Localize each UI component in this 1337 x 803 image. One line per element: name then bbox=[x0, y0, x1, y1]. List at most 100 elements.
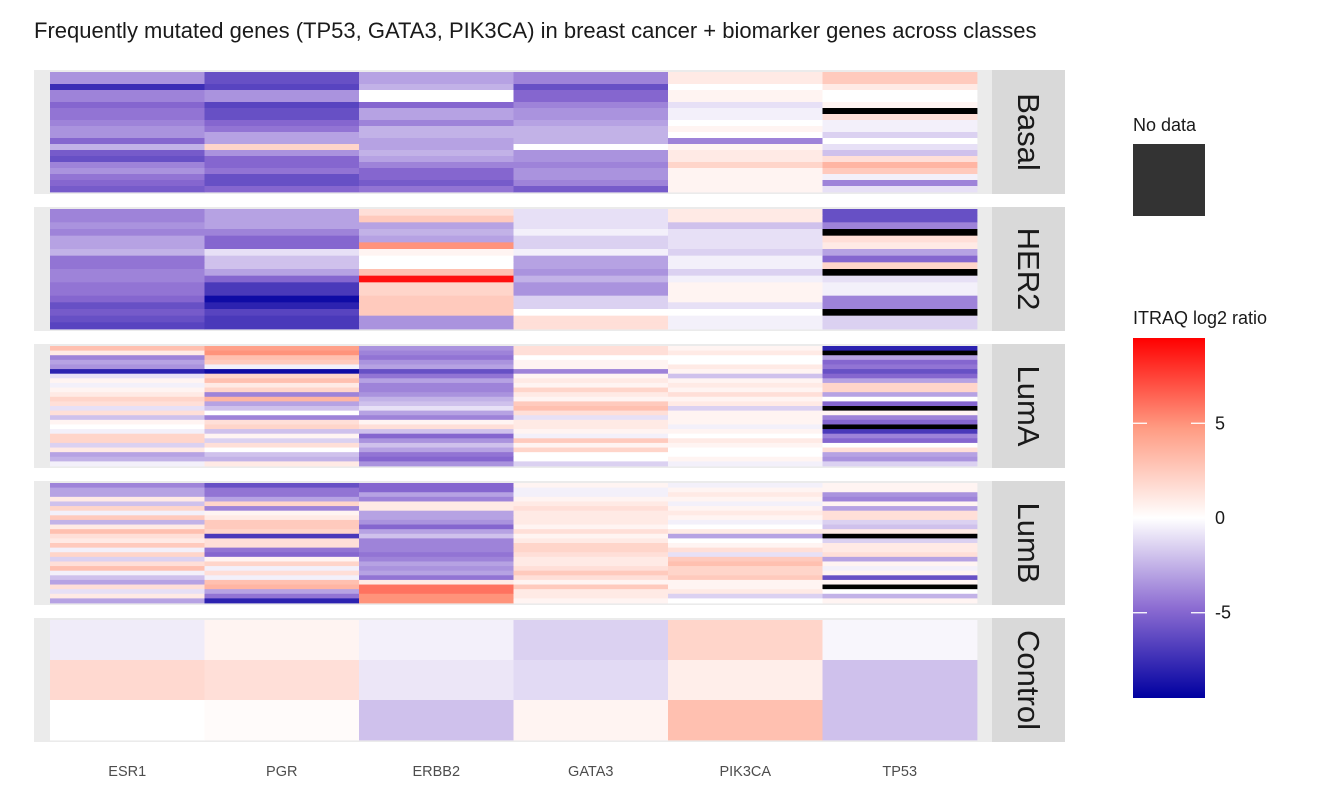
heatmap-cell bbox=[513, 269, 669, 277]
heatmap-cell bbox=[668, 579, 823, 585]
heatmap-cell bbox=[513, 392, 669, 398]
heatmap-cell bbox=[359, 392, 514, 398]
heatmap-cell bbox=[822, 496, 978, 502]
heatmap-cell bbox=[822, 579, 978, 585]
heatmap-cell bbox=[204, 433, 360, 439]
heatmap-cell bbox=[359, 579, 514, 585]
heatmap-cell bbox=[204, 496, 360, 502]
heatmap-cell bbox=[513, 150, 669, 157]
heatmap-cell bbox=[204, 584, 360, 590]
heatmap-cell bbox=[513, 108, 669, 115]
heatmap-cell bbox=[204, 262, 360, 270]
heatmap-cell bbox=[359, 156, 514, 163]
heatmap-cell bbox=[359, 515, 514, 521]
heatmap-cell bbox=[513, 255, 669, 263]
heatmap-cell bbox=[513, 447, 669, 453]
heatmap-cell bbox=[50, 392, 205, 398]
heatmap-cell bbox=[359, 242, 514, 250]
heatmap-cell bbox=[668, 150, 823, 157]
heatmap-cell bbox=[359, 660, 514, 701]
heatmap-cell bbox=[50, 593, 205, 599]
heatmap-cell bbox=[50, 524, 205, 530]
heatmap-cell bbox=[668, 424, 823, 430]
heatmap-cell bbox=[513, 570, 669, 576]
heatmap-cell bbox=[359, 96, 514, 103]
colorbar-tick-label: 0 bbox=[1215, 508, 1225, 528]
heatmap-cell bbox=[822, 387, 978, 393]
heatmap-cell bbox=[50, 533, 205, 539]
heatmap-cell bbox=[822, 295, 978, 303]
heatmap-cell bbox=[668, 461, 823, 467]
heatmap-cell bbox=[822, 492, 978, 498]
heatmap-cell bbox=[50, 150, 205, 157]
heatmap-cell bbox=[204, 72, 360, 79]
heatmap-cell bbox=[513, 315, 669, 323]
heatmap-cell bbox=[50, 401, 205, 407]
heatmap-cell bbox=[668, 524, 823, 530]
heatmap-cell bbox=[359, 442, 514, 448]
heatmap-cell bbox=[50, 174, 205, 181]
facet-strip bbox=[992, 207, 1065, 331]
heatmap-cell bbox=[822, 222, 978, 230]
heatmap-cell bbox=[50, 229, 205, 237]
heatmap-cell bbox=[50, 424, 205, 430]
heatmap-cell bbox=[822, 487, 978, 493]
heatmap-cell bbox=[359, 235, 514, 243]
heatmap-cell bbox=[513, 410, 669, 416]
na-legend-key bbox=[1133, 144, 1205, 216]
facet-panel-basal: Basal bbox=[34, 70, 1065, 194]
heatmap-cell bbox=[204, 700, 360, 741]
heatmap-cell bbox=[204, 492, 360, 498]
heatmap-cell bbox=[204, 209, 360, 217]
heatmap-cell bbox=[359, 222, 514, 230]
heatmap-cell bbox=[204, 456, 360, 462]
heatmap-cell bbox=[50, 529, 205, 535]
heatmap-cell bbox=[204, 78, 360, 85]
heatmap-cell bbox=[359, 150, 514, 157]
heatmap-cell bbox=[204, 156, 360, 163]
heatmap-cell bbox=[204, 242, 360, 250]
heatmap-cell bbox=[822, 156, 978, 163]
heatmap-cell bbox=[668, 295, 823, 303]
heatmap-cell bbox=[668, 552, 823, 558]
heatmap-cell bbox=[513, 282, 669, 290]
heatmap-cell bbox=[359, 209, 514, 217]
heatmap-cell bbox=[822, 369, 978, 375]
heatmap-cell bbox=[668, 506, 823, 512]
facet-panels: Basal HER2 LumA LumB Control bbox=[34, 70, 1065, 742]
heatmap-cell bbox=[513, 566, 669, 572]
heatmap-cell bbox=[50, 579, 205, 585]
heatmap-cell bbox=[204, 447, 360, 453]
heatmap-cell bbox=[50, 186, 205, 193]
heatmap-cell bbox=[204, 401, 360, 407]
heatmap-cell bbox=[359, 373, 514, 379]
heatmap-cell bbox=[50, 369, 205, 375]
heatmap-cell bbox=[359, 229, 514, 237]
heatmap-cell bbox=[822, 350, 978, 356]
heatmap-cell bbox=[359, 501, 514, 507]
heatmap-cell bbox=[50, 396, 205, 402]
heatmap-cell bbox=[359, 415, 514, 421]
heatmap-cell bbox=[668, 433, 823, 439]
heatmap-cell bbox=[822, 515, 978, 521]
heatmap-cell bbox=[822, 506, 978, 512]
heatmap-cell bbox=[359, 570, 514, 576]
heatmap-cell bbox=[204, 255, 360, 263]
heatmap-cell bbox=[50, 410, 205, 416]
heatmap-cell bbox=[668, 620, 823, 661]
heatmap-cell bbox=[668, 396, 823, 402]
heatmap-cell bbox=[513, 156, 669, 163]
heatmap-cell bbox=[204, 424, 360, 430]
heatmap-cell bbox=[359, 524, 514, 530]
heatmap-cell bbox=[513, 510, 669, 516]
heatmap-cell bbox=[668, 78, 823, 85]
heatmap-cell bbox=[668, 373, 823, 379]
heatmap-cell bbox=[668, 84, 823, 91]
heatmap-cell bbox=[513, 102, 669, 109]
heatmap-cell bbox=[204, 289, 360, 297]
heatmap-cell bbox=[513, 209, 669, 217]
heatmap-cell bbox=[513, 620, 669, 661]
heatmap-cell bbox=[822, 552, 978, 558]
heatmap-cell bbox=[822, 660, 978, 701]
